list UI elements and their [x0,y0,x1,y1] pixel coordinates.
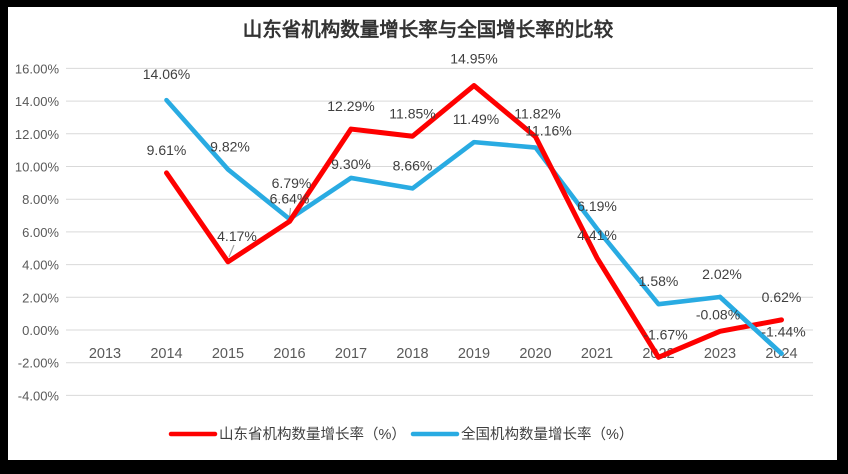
data-label-national-2019: 11.49% [453,111,499,127]
data-label-national-2020: 11.16% [525,123,571,139]
data-label-shandong-2019: 14.95% [450,51,497,67]
data-label-national-2014: 14.06% [143,66,190,82]
data-label-leader-line [288,207,292,218]
y-axis-tick-label: 2.00% [22,290,59,305]
data-label-shandong-2022: -1.67% [643,326,687,342]
x-axis-tick-label: 2018 [396,346,428,362]
y-axis-tick-label: 10.00% [15,160,60,175]
chart-panel: 山东省机构数量增长率与全国增长率的比较 16.00% 14.00% 12.00% 10.… [8,7,837,460]
x-axis-tick-label: 2013 [89,346,121,362]
data-label-national-2015: 9.82% [210,138,250,154]
x-axis-tick-label: 2014 [150,346,182,362]
y-axis-tick-label: 6.00% [22,225,59,240]
data-label-shandong-2020: 11.82% [514,106,560,122]
data-label-shandong-2017: 12.29% [327,98,374,114]
x-axis-tick-label: 2019 [458,346,490,362]
data-label-shandong-2016: 6.64% [270,190,310,206]
data-label-shandong-2023: -0.08% [696,306,740,322]
series-line-national [164,97,784,356]
y-axis-tick-label: -4.00% [18,388,60,403]
y-axis-tick-label: 14.00% [15,94,60,109]
x-axis-tick-label: 2016 [273,346,305,362]
data-label-shandong-2024: 0.62% [762,289,802,305]
legend-label-national: 全国机构数量增长率（%） [461,425,633,443]
data-label-national-2023: 2.02% [702,266,742,282]
data-label-national-2022: 1.58% [639,273,679,289]
y-axis-tick-label: 16.00% [15,61,60,76]
data-label-shandong-2015: 4.17% [217,228,257,244]
legend-label-shandong: 山东省机构数量增长率（%） [219,426,406,443]
y-axis-tick-label: 4.00% [22,258,59,273]
x-axis-tick-label: 2021 [581,346,613,362]
data-label-national-2024: -1.44% [761,324,805,340]
y-axis-tick-label: 12.00% [15,127,60,142]
series-line-shandong [164,83,784,360]
line-chart: 山东省机构数量增长率与全国增长率的比较 16.00% 14.00% 12.00% 10.… [15,18,813,443]
data-label-shandong-2021: 4.41% [577,227,617,243]
data-label-national-2016: 6.79% [272,175,312,191]
data-label-leader-line [228,244,235,258]
y-axis-tick-label: 0.00% [22,323,59,338]
y-axis-tick-label: -2.00% [18,356,60,371]
x-axis-tick-label: 2020 [519,346,551,362]
chart-title: 山东省机构数量增长率与全国增长率的比较 [243,18,614,41]
data-label-national-2021: 6.19% [577,198,617,214]
data-label-national-2018: 8.66% [393,157,433,173]
x-axis-tick-label: 2023 [704,346,736,362]
x-axis-tick-label: 2017 [335,346,367,362]
data-label-shandong-2014: 9.61% [147,142,187,158]
series-line-national-end-segment [717,294,784,356]
data-label-national-2017: 9.30% [331,156,371,172]
x-axis-tick-label: 2015 [212,346,244,362]
y-axis-tick-label: 8.00% [22,192,59,207]
data-label-shandong-2018: 11.85% [389,105,435,121]
